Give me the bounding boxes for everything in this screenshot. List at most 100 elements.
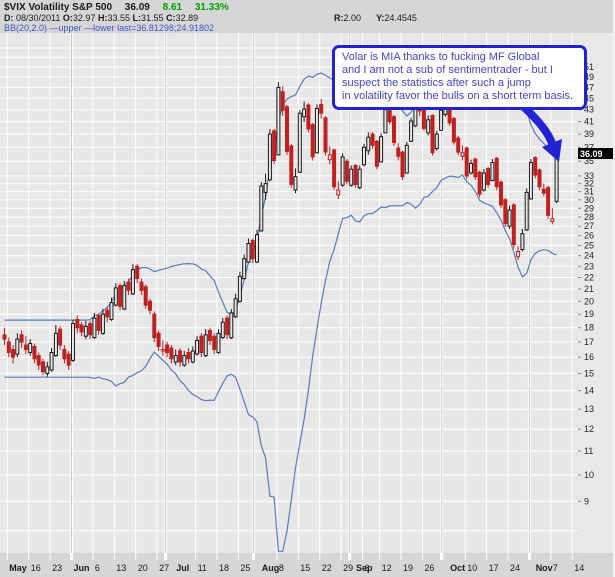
bb-last-label: last= xyxy=(117,23,137,33)
y-label: Y: xyxy=(376,13,385,23)
svg-text:45: 45 xyxy=(584,93,594,103)
svg-text:24: 24 xyxy=(510,563,520,573)
y-value: 24.4545 xyxy=(384,13,417,23)
open-value: 32.97 xyxy=(72,13,96,23)
svg-text:20: 20 xyxy=(584,296,594,306)
price-change-pct: 31.33% xyxy=(194,2,229,13)
x-axis: May 16 23 Jun 6 13 20 27 Jul 11 18 25 Aug 8 15 22 29 Sep6… xyxy=(9,563,584,573)
svg-text:47: 47 xyxy=(584,82,594,92)
svg-text:16: 16 xyxy=(584,352,594,362)
svg-text:15: 15 xyxy=(300,563,310,573)
svg-text:19: 19 xyxy=(584,309,594,319)
svg-text:13: 13 xyxy=(584,404,594,414)
annotation-line: suspect the statistics after such a jump xyxy=(342,77,531,89)
svg-text:10: 10 xyxy=(584,470,594,480)
svg-text:17: 17 xyxy=(584,337,594,347)
svg-text:18: 18 xyxy=(584,323,594,333)
range-value: 2.00 xyxy=(343,13,362,23)
svg-text:7: 7 xyxy=(553,563,558,573)
svg-text:35: 35 xyxy=(584,156,594,166)
svg-text:41: 41 xyxy=(584,117,594,127)
last-price-marker: 36.09 xyxy=(578,148,613,159)
svg-text:May: May xyxy=(9,563,27,573)
low-value: 31.55 xyxy=(141,13,164,23)
vertical-gridlines xyxy=(6,33,573,560)
date-label: D: xyxy=(4,13,14,23)
svg-text:33: 33 xyxy=(584,171,594,181)
svg-text:23: 23 xyxy=(52,563,62,573)
svg-text:6: 6 xyxy=(365,563,370,573)
svg-text:31: 31 xyxy=(584,187,594,197)
symbol-title: $VIX Volatility S&P 500 xyxy=(4,2,113,13)
svg-text:24: 24 xyxy=(584,251,594,261)
low-label: L: xyxy=(132,13,142,23)
svg-text:9: 9 xyxy=(584,496,589,506)
svg-text:27: 27 xyxy=(584,221,594,231)
annotation-box[interactable]: Volar is MIA thanks to fucking MF Global… xyxy=(332,45,587,110)
annotation-line: and I am not a sub of sentimentrader - b… xyxy=(342,64,553,76)
svg-text:22: 22 xyxy=(322,563,332,573)
svg-text:12: 12 xyxy=(584,424,594,434)
svg-text:14: 14 xyxy=(574,563,584,573)
svg-text:18: 18 xyxy=(219,563,229,573)
svg-text:8: 8 xyxy=(279,563,284,573)
svg-text:26: 26 xyxy=(424,563,434,573)
range-y-readout: R:2.00 Y:24.4545 xyxy=(334,13,417,23)
svg-text:11: 11 xyxy=(198,563,207,573)
svg-text:Jun: Jun xyxy=(74,563,90,573)
date-value: 08/30/2011 xyxy=(16,13,61,23)
bollinger-legend: BB(20,2.0) —upper —lower last=36.81298;2… xyxy=(4,23,214,33)
high-label: H: xyxy=(97,13,108,23)
svg-text:25: 25 xyxy=(584,240,594,250)
svg-text:Nov: Nov xyxy=(536,563,553,573)
svg-text:21: 21 xyxy=(584,284,594,294)
svg-text:29: 29 xyxy=(343,563,353,573)
svg-text:37: 37 xyxy=(584,142,594,152)
svg-text:43: 43 xyxy=(584,105,594,115)
high-value: 33.55 xyxy=(107,13,130,23)
svg-text:49: 49 xyxy=(584,72,594,82)
bb-params: BB(20,2.0) xyxy=(4,23,48,33)
svg-text:16: 16 xyxy=(31,563,41,573)
range-label: R: xyxy=(334,13,344,23)
svg-text:17: 17 xyxy=(489,563,499,573)
svg-text:20: 20 xyxy=(138,563,148,573)
annotation-line: in volatility favor the bulls on a short… xyxy=(342,90,574,102)
close-value: 32.89 xyxy=(175,13,199,23)
svg-text:Jul: Jul xyxy=(176,563,189,573)
svg-text:39: 39 xyxy=(584,129,594,139)
svg-text:10: 10 xyxy=(467,563,477,573)
close-label: C: xyxy=(166,13,176,23)
svg-text:14: 14 xyxy=(584,386,594,396)
svg-text:Sep: Sep xyxy=(356,563,373,573)
svg-text:22: 22 xyxy=(584,273,594,283)
bb-upper-legend: —upper xyxy=(49,23,82,33)
svg-text:29: 29 xyxy=(584,203,594,213)
svg-text:12: 12 xyxy=(382,563,392,573)
bb-lower-legend: —lower xyxy=(84,23,115,33)
svg-text:51: 51 xyxy=(584,62,594,72)
chart-header-ohlc: D: 08/30/2011 O:32.97 H:33.55 L:31.55 C:… xyxy=(4,13,417,23)
svg-text:Aug: Aug xyxy=(262,563,280,573)
svg-text:23: 23 xyxy=(584,261,594,271)
price-change: 8.61 xyxy=(162,2,183,13)
svg-text:Oct: Oct xyxy=(450,563,465,573)
svg-text:19: 19 xyxy=(403,563,413,573)
bb-last-value: 36.81298;24.91802 xyxy=(136,23,214,33)
svg-text:26: 26 xyxy=(584,231,594,241)
svg-text:30: 30 xyxy=(584,195,594,205)
svg-text:15: 15 xyxy=(584,368,594,378)
svg-text:32: 32 xyxy=(584,179,594,189)
svg-text:11: 11 xyxy=(584,446,593,456)
annotation-line: Volar is MIA thanks to fucking MF Global xyxy=(342,51,540,63)
svg-text:28: 28 xyxy=(584,212,594,222)
svg-text:6: 6 xyxy=(95,563,100,573)
svg-text:36.09: 36.09 xyxy=(580,149,603,159)
chart-header-line1: $VIX Volatility S&P 500 36.09 8.61 31.33… xyxy=(4,2,229,13)
svg-text:25: 25 xyxy=(240,563,250,573)
last-price: 36.09 xyxy=(124,2,150,13)
svg-text:27: 27 xyxy=(159,563,169,573)
candlesticks xyxy=(2,82,559,377)
